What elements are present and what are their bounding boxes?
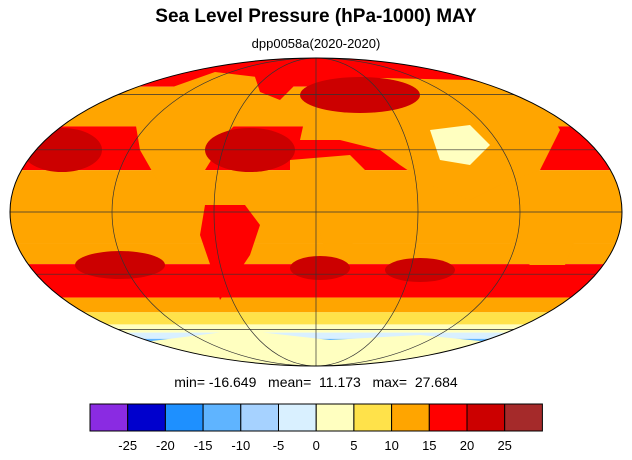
south-america-land bbox=[200, 205, 260, 300]
colorbar-box bbox=[240, 403, 280, 432]
colorbar-box bbox=[127, 403, 166, 432]
colorbar-box bbox=[391, 403, 430, 432]
colorbar-tick-label: 20 bbox=[460, 438, 474, 453]
sea-level-pressure-map bbox=[9, 57, 623, 367]
statistics-line: min= -16.649 mean= 11.173 max= 27.684 bbox=[0, 374, 632, 390]
colorbar-box bbox=[353, 403, 393, 432]
colorbar-tick-label: 15 bbox=[422, 438, 436, 453]
mean-value: 11.173 bbox=[319, 374, 361, 390]
colorbar-tick-label: -10 bbox=[231, 438, 250, 453]
meridian-line bbox=[213, 58, 419, 366]
mean-label: mean= bbox=[268, 374, 312, 390]
colorbar-box bbox=[164, 403, 204, 432]
australia-land bbox=[510, 220, 575, 265]
meridian-line bbox=[111, 58, 521, 366]
north-america-land bbox=[135, 72, 265, 205]
colorbar-box bbox=[428, 403, 468, 432]
africa-land bbox=[290, 155, 375, 265]
colorbar-tick-label: -25 bbox=[118, 438, 137, 453]
colorbar-box bbox=[466, 403, 506, 432]
colorbar-tick-label: -15 bbox=[194, 438, 213, 453]
min-value: -16.649 bbox=[208, 374, 257, 390]
tibet-highland bbox=[430, 125, 490, 165]
graticule bbox=[10, 58, 622, 366]
colorbar-tick-label: -20 bbox=[156, 438, 175, 453]
globe-outline bbox=[9, 57, 623, 367]
min-label: min= bbox=[174, 374, 205, 390]
indian-ocean-high bbox=[385, 258, 455, 282]
max-value: 27.684 bbox=[414, 374, 458, 390]
colorbar-tick-label: -5 bbox=[273, 438, 285, 453]
colorbar-tick-label: 0 bbox=[313, 438, 320, 453]
colorbar-box bbox=[202, 403, 242, 432]
greenland-land bbox=[250, 60, 300, 100]
map-title: Sea Level Pressure (hPa-1000) MAY bbox=[155, 6, 477, 27]
colorbar-tick-label: 25 bbox=[497, 438, 511, 453]
max-label: max= bbox=[372, 374, 408, 390]
colorbar-boxes bbox=[89, 403, 543, 432]
colorbar-box bbox=[89, 403, 129, 432]
colorbar-box bbox=[315, 403, 355, 432]
south-pacific-high bbox=[75, 251, 165, 279]
colorbar-labels: -25 -20 -15 -10 -5 0 5 10 15 20 25 bbox=[118, 438, 512, 453]
arctic-high bbox=[300, 77, 420, 113]
colorbar-tick-label: 10 bbox=[384, 438, 398, 453]
map-subtitle: dpp0058a(2020-2020) bbox=[251, 36, 381, 51]
colorbar-box bbox=[504, 403, 543, 432]
colorbar-tick-label: 5 bbox=[350, 438, 357, 453]
colorbar-box bbox=[278, 403, 317, 432]
